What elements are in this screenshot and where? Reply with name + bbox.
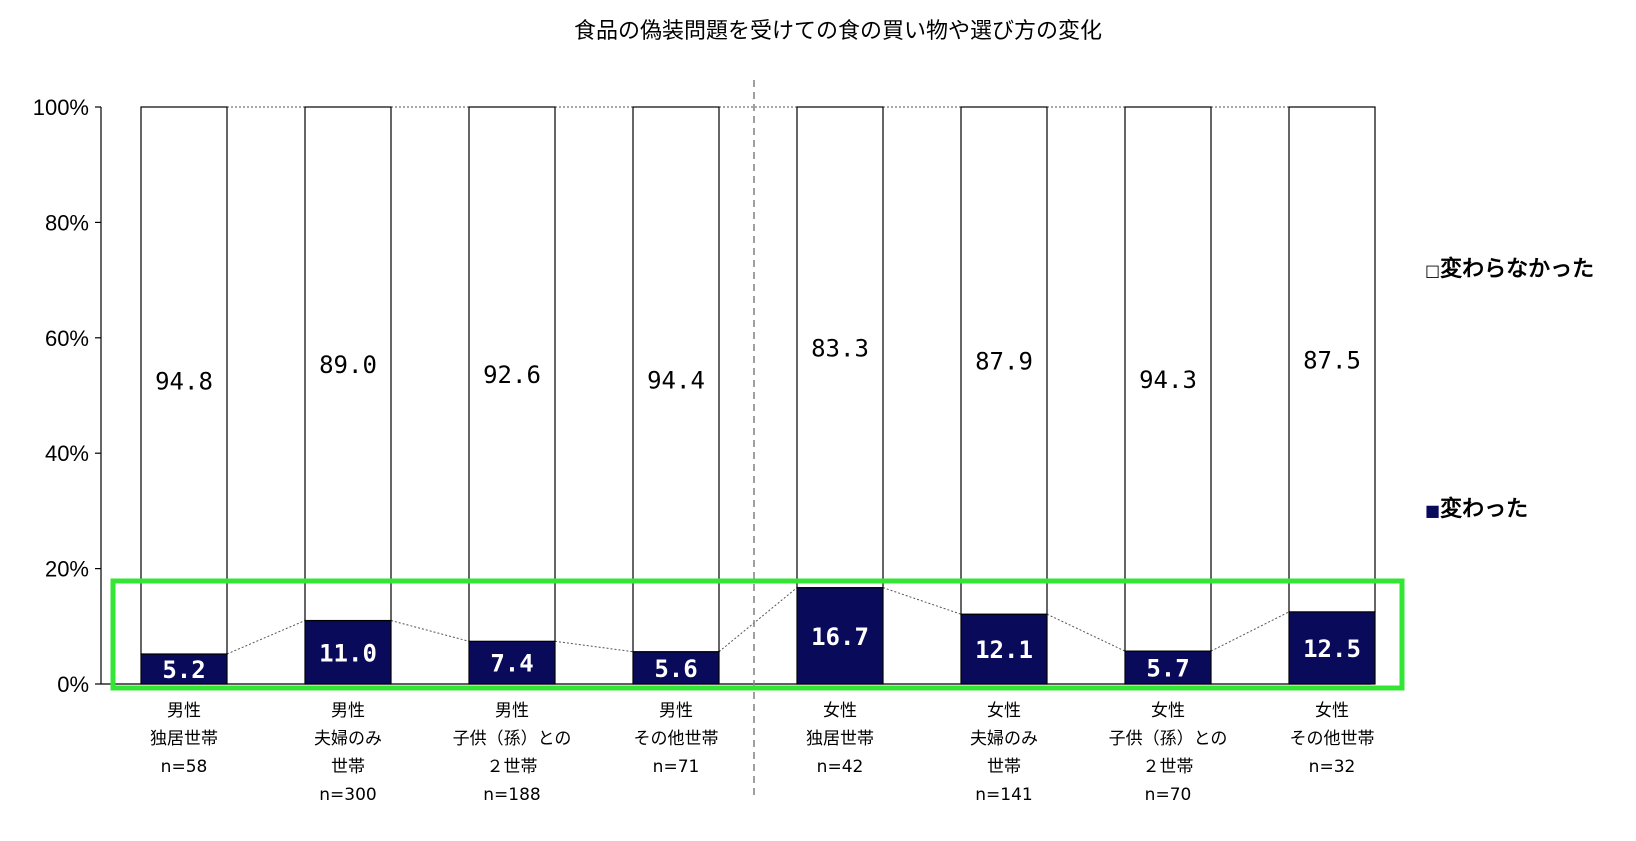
category-label: n=141 <box>975 785 1032 805</box>
category-label: 女性 <box>987 701 1021 721</box>
highlight-box <box>110 578 1405 691</box>
data-label-unchanged: 94.4 <box>647 366 705 394</box>
connector-changed <box>554 640 634 653</box>
data-label-changed: 12.1 <box>975 636 1033 664</box>
legend-item: ■変わった <box>1425 496 1528 522</box>
bar-unchanged <box>304 106 392 622</box>
category-label: 世帯 <box>987 757 1021 777</box>
bar-changed <box>632 651 720 685</box>
y-tick-label: 40% <box>45 441 89 466</box>
data-label-unchanged: 87.5 <box>1303 346 1361 374</box>
category-label: その他世帯 <box>1290 729 1375 749</box>
category-label: n=32 <box>1309 757 1356 777</box>
bar-changed <box>304 619 392 685</box>
category-label: 男性 <box>331 701 365 721</box>
connector-changed <box>718 587 798 653</box>
category-label: n=188 <box>483 785 540 805</box>
series-connectors <box>226 106 1290 655</box>
bar-unchanged <box>960 106 1048 615</box>
connector-changed <box>390 620 470 642</box>
data-label-changed: 7.4 <box>490 650 533 678</box>
category-label: 子供（孫）との <box>453 729 572 749</box>
connector-changed <box>226 620 306 655</box>
category-label: n=71 <box>653 757 700 777</box>
bar-changed <box>960 613 1048 685</box>
data-label-unchanged: 94.8 <box>155 367 213 395</box>
y-tick-label: 0% <box>57 672 89 697</box>
connector-changed <box>1210 611 1290 652</box>
category-label: ２世帯 <box>1143 757 1194 777</box>
category-label: 女性 <box>823 701 857 721</box>
category-label: 男性 <box>659 701 693 721</box>
y-tick-label: 60% <box>45 326 89 351</box>
y-tick-label: 100% <box>33 95 89 120</box>
legend-changed-marker-icon: ■ <box>1425 501 1440 520</box>
y-tick-label: 20% <box>45 557 89 582</box>
connector-changed <box>1046 613 1126 652</box>
category-label: 男性 <box>167 701 201 721</box>
data-labels: 5.2 94.8 11.0 89.0 7.4 92.6 5.6 94.4 16.7 83.3 12.… <box>155 334 1361 684</box>
category-label: 夫婦のみ <box>314 729 382 749</box>
bar-unchanged <box>1124 106 1212 652</box>
data-label-unchanged: 92.6 <box>483 361 541 389</box>
data-label-changed: 5.2 <box>162 656 205 684</box>
category-label: 世帯 <box>331 757 365 777</box>
category-label: 子供（孫）との <box>1109 729 1228 749</box>
data-label-unchanged: 89.0 <box>319 351 377 379</box>
bar-changed <box>1124 650 1212 685</box>
data-label-unchanged: 94.3 <box>1139 366 1197 394</box>
data-label-changed: 5.6 <box>654 655 697 683</box>
category-label: 女性 <box>1315 701 1349 721</box>
data-label-unchanged: 83.3 <box>811 334 869 362</box>
bar-unchanged <box>1288 106 1376 613</box>
bar-unchanged <box>632 106 720 653</box>
category-label: n=70 <box>1145 785 1192 805</box>
category-label: n=300 <box>319 785 376 805</box>
category-label: 独居世帯 <box>806 729 874 749</box>
category-label: 独居世帯 <box>150 729 218 749</box>
data-label-changed: 16.7 <box>811 623 869 651</box>
legend-label: 変わらなかった <box>1440 256 1594 282</box>
bar-unchanged <box>140 106 228 655</box>
legend-unchanged-marker-icon: □ <box>1425 261 1440 280</box>
bar-changed <box>468 640 556 685</box>
data-label-changed: 5.7 <box>1146 655 1189 683</box>
category-label: 夫婦のみ <box>970 729 1038 749</box>
bar-unchanged <box>468 106 556 642</box>
category-label: n=58 <box>161 757 208 777</box>
category-label: その他世帯 <box>634 729 719 749</box>
category-label: 女性 <box>1151 701 1185 721</box>
category-label: 男性 <box>495 701 529 721</box>
legend-item: □変わらなかった <box>1425 256 1594 282</box>
chart-title: 食品の偽装問題を受けての食の買い物や選び方の変化 <box>574 19 1102 44</box>
legend: □変わらなかった ■変わった <box>1425 256 1594 522</box>
y-tick-label: 80% <box>45 210 89 235</box>
bar-unchanged <box>796 106 884 589</box>
data-label-changed: 11.0 <box>319 639 377 667</box>
legend-label: 変わった <box>1440 496 1528 522</box>
data-label-unchanged: 87.9 <box>975 348 1033 376</box>
category-label: ２世帯 <box>487 757 538 777</box>
bars <box>140 106 1376 685</box>
data-label-changed: 12.5 <box>1303 635 1361 663</box>
connector-changed <box>882 587 962 615</box>
bar-changed <box>1288 611 1376 685</box>
category-label: n=42 <box>817 757 864 777</box>
